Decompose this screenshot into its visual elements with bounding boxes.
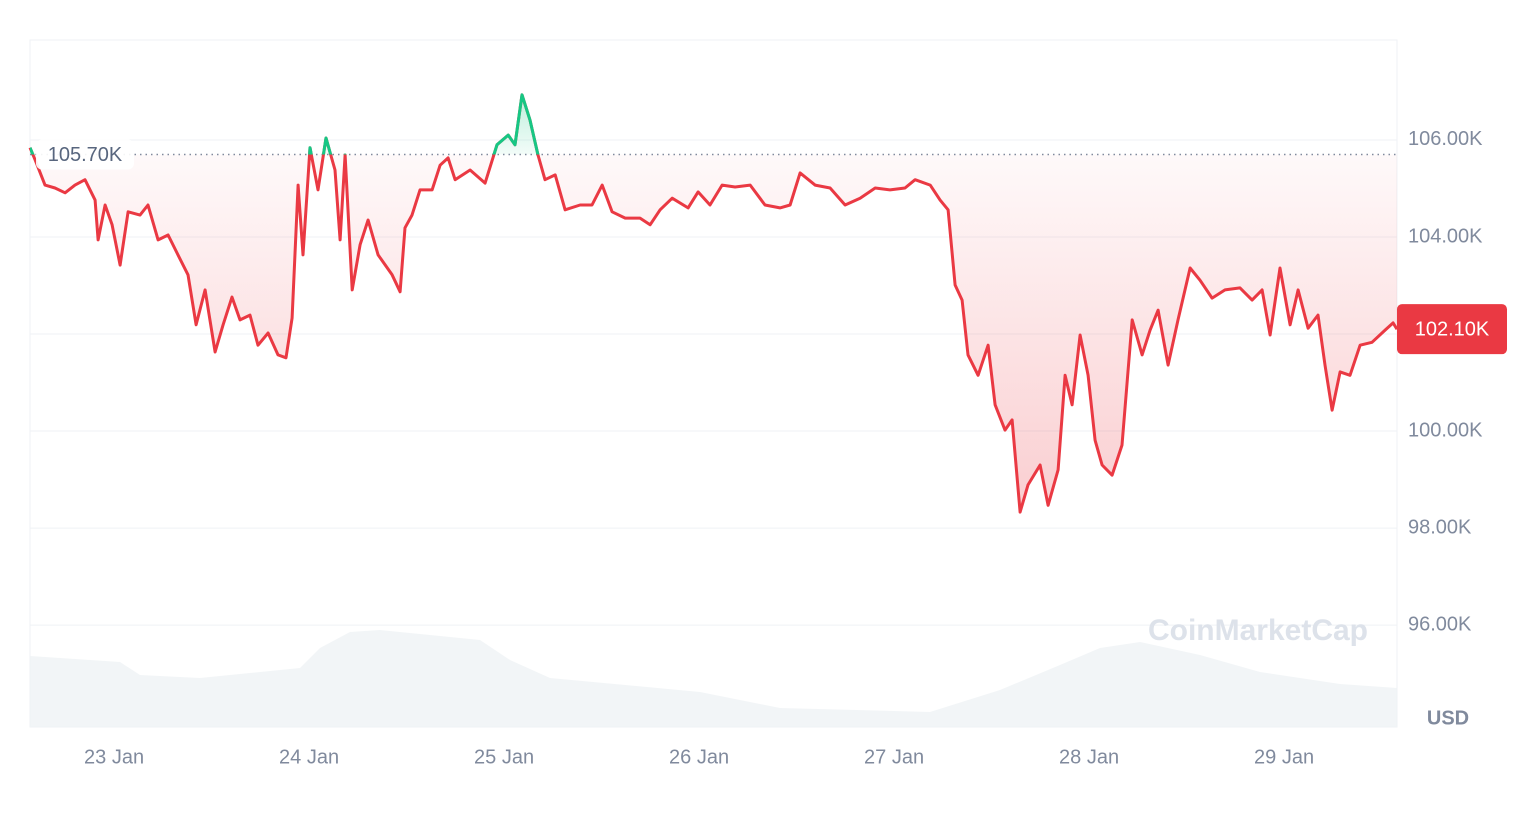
x-tick-label: 25 Jan [474, 746, 534, 768]
x-tick-label: 29 Jan [1254, 746, 1314, 768]
x-tick-label: 27 Jan [864, 746, 924, 768]
last-price-badge [1397, 304, 1507, 355]
volume-area [30, 630, 1397, 727]
x-tick-label: 28 Jan [1059, 746, 1119, 768]
x-tick-label: 26 Jan [669, 746, 729, 768]
area-down [30, 154, 1397, 513]
unit-label: USD [1427, 707, 1469, 729]
last-price-label: 102.10K [1415, 318, 1490, 340]
price-line [28, 93, 1399, 514]
x-tick-label: 23 Jan [84, 746, 144, 768]
watermark: CoinMarketCap [1148, 614, 1368, 647]
y-tick-label: 104.00K [1408, 225, 1483, 247]
baseline-label: 105.70K [48, 144, 123, 166]
y-tick-label: 106.00K [1408, 128, 1483, 150]
baseline-label-bg [36, 139, 134, 170]
y-tick-label: 100.00K [1408, 419, 1483, 441]
x-tick-label: 24 Jan [279, 746, 339, 768]
y-tick-label: 96.00K [1408, 613, 1472, 635]
y-tick-label: 98.00K [1408, 516, 1472, 538]
